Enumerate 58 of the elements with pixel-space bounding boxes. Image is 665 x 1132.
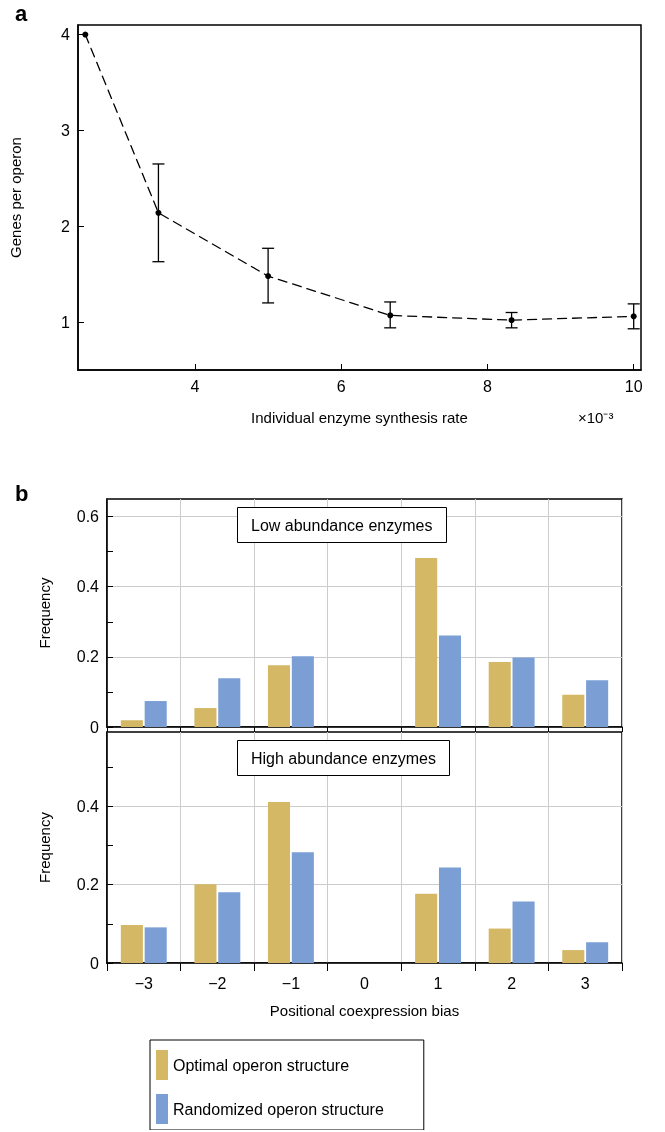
bar — [120, 925, 143, 963]
bar — [438, 867, 462, 963]
bar — [586, 680, 609, 727]
x-tick-label: −2 — [208, 974, 227, 992]
y-axis-title: Genes per operon — [7, 137, 24, 258]
bar — [267, 802, 291, 963]
bar — [562, 950, 585, 963]
text: a — [15, 0, 28, 26]
bar — [488, 662, 511, 727]
y-tick-label: 2 — [61, 217, 71, 235]
bar — [415, 893, 438, 963]
x-tick-label: 0 — [360, 974, 370, 992]
text: ×10⁻³ — [578, 409, 614, 426]
bar — [415, 557, 438, 727]
bar — [438, 635, 462, 727]
text: b — [15, 480, 29, 506]
bar — [267, 665, 291, 727]
y-axis-title: Frequency — [36, 577, 53, 649]
bar — [586, 942, 609, 963]
bar — [144, 701, 167, 727]
bar — [512, 901, 535, 963]
y-tick-label: 0 — [90, 718, 100, 736]
y-tick-label: 0.4 — [76, 797, 100, 815]
bar — [194, 708, 217, 727]
y-tick-label: 1 — [61, 313, 71, 331]
y-tick-label: 0 — [90, 954, 100, 972]
x-tick-label: −1 — [281, 974, 301, 992]
x-axis-title: Individual enzyme synthesis rate — [251, 409, 468, 426]
bar — [144, 927, 167, 963]
bar — [218, 892, 241, 963]
bar — [291, 852, 314, 963]
y-tick-label: 0.6 — [76, 508, 100, 526]
y-tick-label: 4 — [61, 26, 71, 44]
x-tick-label: 1 — [433, 974, 443, 992]
y-tick-label: 0.2 — [76, 648, 100, 666]
bar — [291, 656, 314, 727]
y-axis-title: Frequency — [36, 811, 53, 883]
legend-label: Randomized operon structure — [173, 1100, 384, 1118]
text: Low abundance enzymes — [251, 516, 433, 534]
x-tick-label: 3 — [580, 974, 590, 992]
bar — [488, 928, 511, 963]
bar — [194, 884, 217, 963]
bar — [120, 720, 143, 727]
x-tick-label: 10 — [624, 377, 643, 395]
x-tick-label: 2 — [507, 974, 517, 992]
x-tick-label: −3 — [134, 974, 153, 992]
bar — [512, 657, 535, 727]
x-tick-label: 8 — [483, 377, 492, 395]
bar — [218, 678, 241, 727]
y-tick-label: 0.2 — [76, 876, 100, 894]
x-tick-label: 4 — [190, 377, 200, 395]
bar — [562, 694, 585, 727]
y-tick-label: 0.4 — [76, 578, 100, 596]
x-tick-label: 6 — [336, 377, 346, 395]
y-tick-label: 3 — [61, 121, 71, 139]
x-axis-title: Positional coexpression bias — [269, 1002, 460, 1019]
text: High abundance enzymes — [251, 749, 437, 767]
legend-label: Optimal operon structure — [173, 1056, 350, 1074]
